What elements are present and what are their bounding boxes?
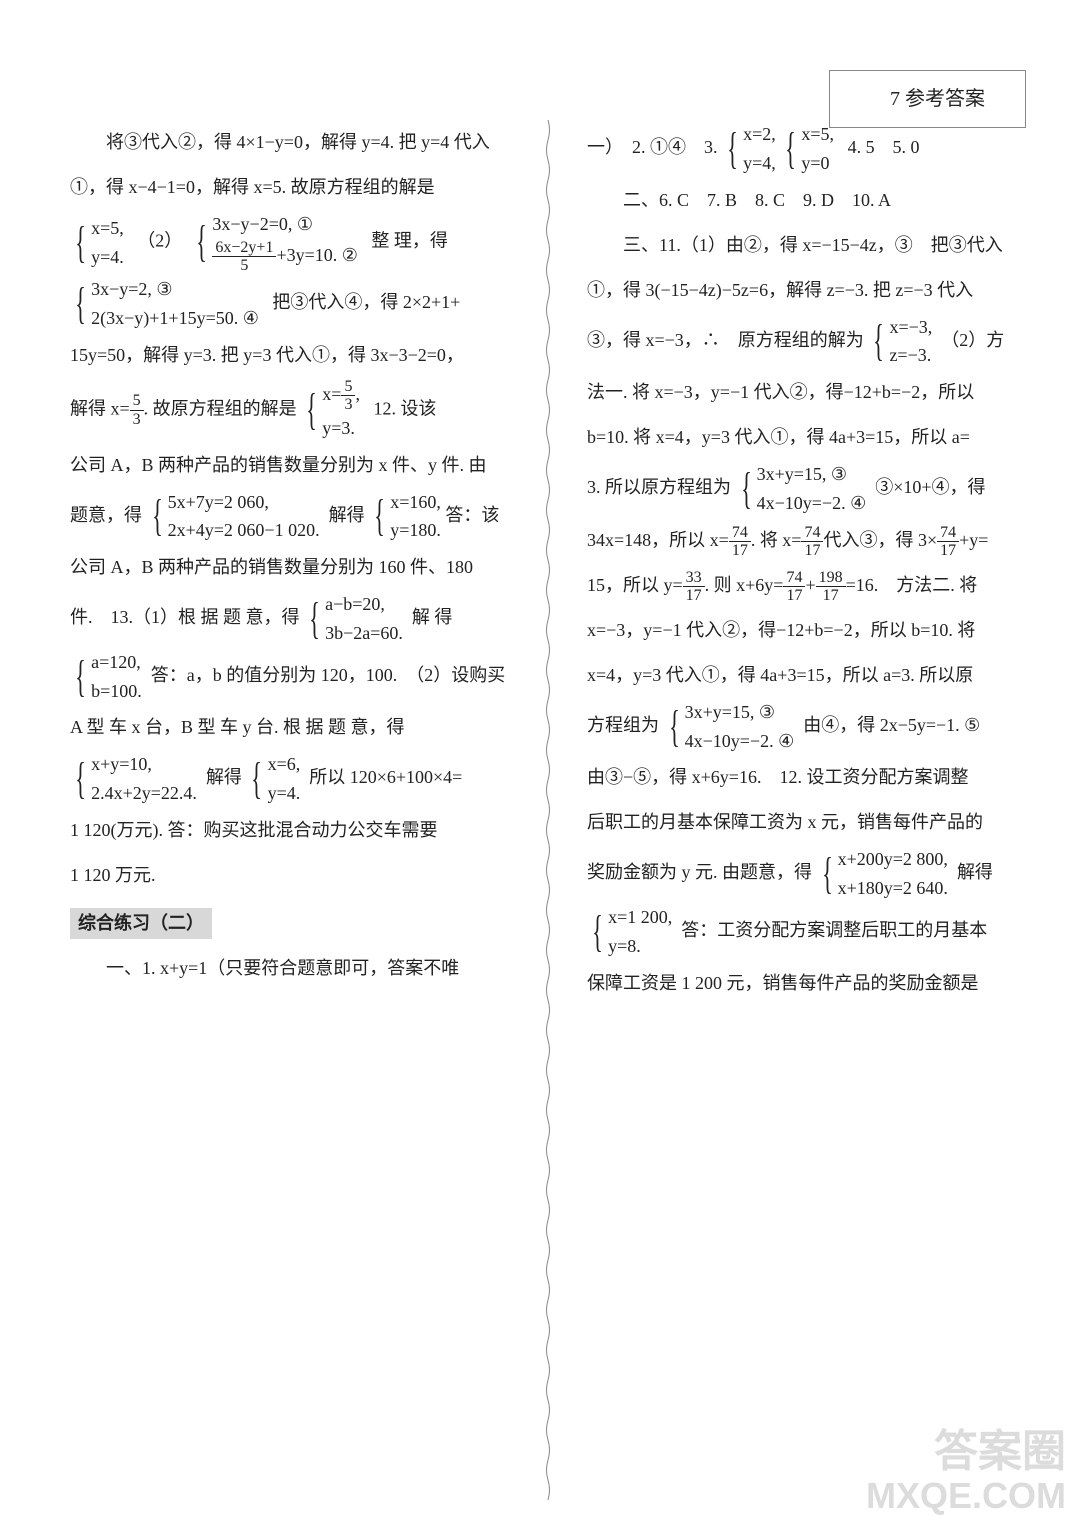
text: 1 120(万元). 答：购买这批混合动力公交车需要 (70, 808, 509, 853)
text: 二、6. C 7. B 8. C 9. D 10. A (587, 178, 1026, 223)
equation-system: {x=5,y=0 (780, 120, 834, 178)
header-title: 7 参考答案 (890, 88, 985, 110)
text: {x+y=10,2.4x+2y=22.4. 解得 {x=6,y=4. 所以 12… (70, 750, 509, 808)
equation-system: { 3x−y−2=0, ① 6x−2y+15+3y=10. ② (191, 210, 358, 275)
equation-system: {x=6,y=4. (246, 750, 300, 808)
text: 一、1. x+y=1（只要符合题意即可，答案不唯 (70, 946, 509, 991)
equation-system: {x=160,y=180. (369, 488, 441, 546)
text: A 型 车 x 台，B 型 车 y 台. 根 据 题 意，得 (70, 705, 509, 750)
text: 15y=50，解得 y=3. 把 y=3 代入①，得 3x−3−2=0， (70, 333, 509, 378)
text: {x=5,y=4. （2） { 3x−y−2=0, ① 6x−2y+15+3y=… (70, 210, 509, 275)
watermark: 答案圈 MXQE.COM (866, 1428, 1066, 1516)
equation-system: {x=2,y=4, (722, 120, 776, 178)
equation-system: {x=−3,z=−3. (868, 313, 932, 371)
content-columns: 将③代入②，得 4×1−y=0，解得 y=4. 把 y=4 代入 ①，得 x−4… (70, 120, 1026, 1506)
text: 一） 2. ①④ 3. {x=2,y=4, {x=5,y=0 4. 5 5. 0 (587, 120, 1026, 178)
text: x=−3，y=−1 代入②，得−12+b=−2，所以 b=10. 将 (587, 608, 1026, 653)
wavy-divider-icon (545, 120, 551, 1500)
equation-system: { x=53, y=3. (301, 378, 360, 443)
text: 保障工资是 1 200 元，销售每件产品的奖励金额是 (587, 961, 1026, 1006)
text: 三、11.（1）由②，得 x=−15−4z，③ 把③代入 (587, 223, 1026, 268)
right-column: 一） 2. ①④ 3. {x=2,y=4, {x=5,y=0 4. 5 5. 0… (587, 120, 1026, 1506)
left-column: 将③代入②，得 4×1−y=0，解得 y=4. 把 y=4 代入 ①，得 x−4… (70, 120, 509, 1506)
text: 后职工的月基本保障工资为 x 元，销售每件产品的 (587, 800, 1026, 845)
equation-system: {x=5,y=4. (70, 214, 124, 272)
equation-system: {3x−y=2, ③2(3x−y)+1+15y=50. ④ (70, 275, 259, 333)
equation-system: {x+200y=2 800,x+180y=2 640. (817, 845, 948, 903)
equation-system: {3x+y=15, ③4x−10y=−2. ④ (736, 460, 867, 518)
text: x=4，y=3 代入①，得 4a+3=15，所以 a=3. 所以原 (587, 653, 1026, 698)
text: 解得 x=53. 故原方程组的解是 { x=53, y=3. 12. 设该 (70, 378, 509, 443)
text: ①，得 x−4−1=0，解得 x=5. 故原方程组的解是 (70, 165, 509, 210)
text: 奖励金额为 y 元. 由题意，得 {x+200y=2 800,x+180y=2 … (587, 845, 1026, 903)
section-heading: 综合练习（二） (70, 898, 509, 946)
text: 3. 所以原方程组为 {3x+y=15, ③4x−10y=−2. ④ ③×10+… (587, 460, 1026, 518)
equation-system: {5x+7y=2 060,2x+4y=2 060−1 020. (147, 488, 320, 546)
equation-system: {x+y=10,2.4x+2y=22.4. (70, 750, 197, 808)
watermark-en: MXQE.COM (866, 1476, 1066, 1516)
text: 1 120 万元. (70, 853, 509, 898)
text: b=10. 将 x=4，y=3 代入①，得 4a+3=15，所以 a= (587, 415, 1026, 460)
text: 34x=148，所以 x=7417. 将 x=7417代入③，得 3×7417+… (587, 518, 1026, 563)
watermark-cn: 答案圈 (866, 1428, 1066, 1476)
text: 公司 A，B 两种产品的销售数量分别为 160 件、180 (70, 545, 509, 590)
equation-system: {x=1 200,y=8. (587, 903, 672, 961)
text: 由③−⑤，得 x+6y=16. 12. 设工资分配方案调整 (587, 755, 1026, 800)
text: 将③代入②，得 4×1−y=0，解得 y=4. 把 y=4 代入 (70, 120, 509, 165)
equation-system: {a=120,b=100. (70, 648, 142, 706)
text: 15，所以 y=3317. 则 x+6y=7417+19817=16. 方法二.… (587, 563, 1026, 608)
text: {x=1 200,y=8. 答：工资分配方案调整后职工的月基本 (587, 903, 1026, 961)
equation-system: {3x+y=15, ③4x−10y=−2. ④ (664, 698, 795, 756)
text: 题意，得 {5x+7y=2 060,2x+4y=2 060−1 020. 解得 … (70, 488, 509, 546)
text: ③，得 x=−3，∴ 原方程组的解为 {x=−3,z=−3. （2）方 (587, 313, 1026, 371)
text: {a=120,b=100. 答：a，b 的值分别为 120，100. （2）设购… (70, 648, 509, 706)
text: 公司 A，B 两种产品的销售数量分别为 x 件、y 件. 由 (70, 443, 509, 488)
text: 件. 13.（1）根 据 题 意，得 {a−b=20,3b−2a=60. 解 得 (70, 590, 509, 648)
text: 法一. 将 x=−3，y=−1 代入②，得−12+b=−2，所以 (587, 370, 1026, 415)
text: 方程组为 {3x+y=15, ③4x−10y=−2. ④ 由④，得 2x−5y=… (587, 698, 1026, 756)
column-divider (545, 120, 551, 1506)
text: ①，得 3(−15−4z)−5z=6，解得 z=−3. 把 z=−3 代入 (587, 268, 1026, 313)
text: {3x−y=2, ③2(3x−y)+1+15y=50. ④ 把③代入④，得 2×… (70, 275, 509, 333)
equation-system: {a−b=20,3b−2a=60. (304, 590, 403, 648)
